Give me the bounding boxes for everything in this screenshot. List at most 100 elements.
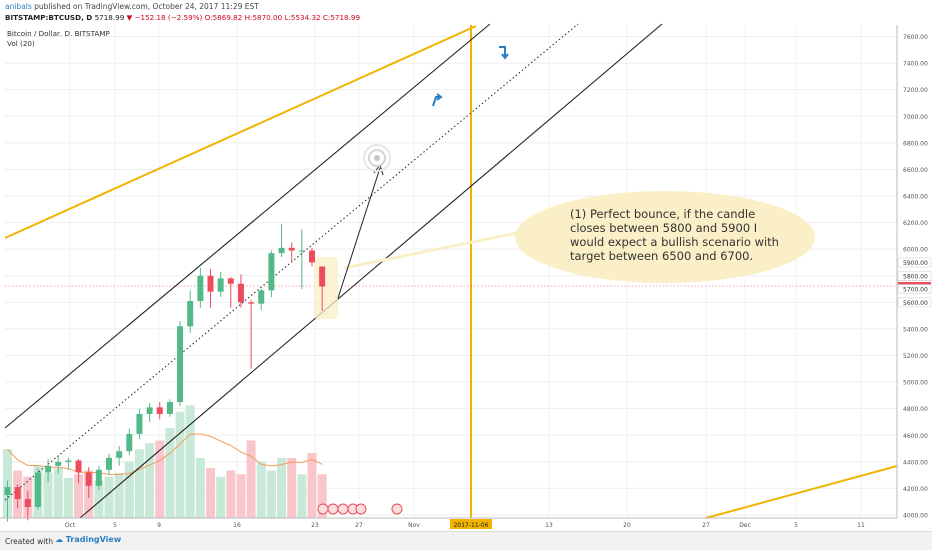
- volume-ma-line: [7, 433, 323, 475]
- volume-bar: [63, 478, 73, 518]
- candle-body[interactable]: [156, 407, 163, 414]
- price-label-bg: [897, 257, 932, 268]
- volume-bar: [226, 470, 236, 518]
- price-label: 5900.00: [903, 260, 928, 267]
- candle-body[interactable]: [116, 451, 123, 458]
- candle-body[interactable]: [75, 460, 82, 473]
- volume-bar: [175, 411, 185, 518]
- candle-body[interactable]: [65, 460, 72, 462]
- footer-bar: Created with ☁ TradingView: [0, 531, 932, 550]
- candle-body[interactable]: [166, 402, 173, 414]
- volume-bar: [185, 405, 195, 518]
- y-tick-label: 7600.00: [903, 34, 928, 41]
- tradingview-logo[interactable]: ☁ TradingView: [55, 535, 121, 544]
- grid: [5, 25, 897, 518]
- event-marker[interactable]: [337, 503, 349, 515]
- volume-bar: [277, 458, 287, 518]
- volume-bar: [94, 480, 104, 518]
- candle-body[interactable]: [288, 247, 295, 251]
- y-tick-label: 6400.00: [903, 194, 928, 201]
- volume-bar: [155, 440, 165, 518]
- candle-body[interactable]: [34, 472, 41, 508]
- annotation-callout[interactable]: [515, 191, 815, 283]
- candle-body[interactable]: [207, 275, 214, 292]
- price-axis[interactable]: 7600.00 7400.00 7200.00 7000.00 6800.00 6600.…: [896, 25, 932, 520]
- y-tick-label: 6800.00: [903, 140, 928, 147]
- volume-bar: [195, 458, 205, 518]
- candle-body[interactable]: [258, 290, 265, 304]
- candle-body[interactable]: [106, 457, 112, 470]
- channel-lower-line[interactable]: [79, 23, 663, 519]
- down-arrow-icon: ▼: [126, 13, 133, 22]
- x-tick-label: 16: [233, 522, 241, 529]
- series-title[interactable]: Bitcoin / Dollar, D, BITSTAMP: [7, 29, 110, 38]
- volume-bar: [43, 473, 53, 518]
- candle-body[interactable]: [14, 487, 21, 500]
- price-label-bg: [897, 284, 932, 294]
- candle-body[interactable]: [298, 250, 305, 252]
- candle-body[interactable]: [217, 278, 224, 292]
- publish-info: published on TradingView.com, October 24…: [34, 2, 259, 11]
- candle-body[interactable]: [268, 253, 275, 291]
- candle-body[interactable]: [177, 326, 184, 403]
- candle-body[interactable]: [4, 487, 11, 496]
- candle-body[interactable]: [45, 465, 52, 473]
- symbol-name[interactable]: BITSTAMP:BTCUSD, D: [5, 13, 93, 22]
- candle-body[interactable]: [24, 499, 31, 508]
- y-tick-label: 4400.00: [903, 459, 928, 466]
- candle-body[interactable]: [319, 266, 326, 287]
- candle-body[interactable]: [85, 472, 92, 486]
- gold-trendline-upper[interactable]: [4, 25, 477, 239]
- volume-bar: [287, 458, 297, 518]
- volume-bar: [134, 449, 144, 518]
- gold-trendline-lower[interactable]: [705, 465, 898, 519]
- price-chart[interactable]: (1) Perfect bounce, if the candle closes…: [0, 0, 932, 531]
- created-with-label: Created with: [5, 537, 53, 546]
- volume-bar: [317, 474, 327, 518]
- volume-bar: [266, 470, 276, 518]
- volume-bar: [124, 461, 134, 518]
- candle-body[interactable]: [146, 407, 153, 414]
- candle-body[interactable]: [237, 283, 244, 303]
- x-tick-label: Oct: [65, 522, 76, 529]
- projection-arrow[interactable]: [337, 167, 381, 299]
- bounce-highlight-box[interactable]: [314, 257, 338, 319]
- volume-bar: [53, 468, 63, 518]
- channel-upper-line[interactable]: [4, 23, 491, 429]
- ohlc-values: O:5869.82 H:5870.00 L:5534.32 C:5718.99: [204, 13, 361, 22]
- event-marker[interactable]: [355, 503, 367, 515]
- volume-indicator-label[interactable]: Vol (20): [7, 39, 35, 48]
- candle-body[interactable]: [136, 413, 143, 434]
- candle-body[interactable]: [95, 469, 102, 486]
- candle-body[interactable]: [55, 461, 62, 466]
- author-link[interactable]: anibals: [5, 2, 32, 11]
- candle-body[interactable]: [227, 278, 234, 284]
- price-label-bg: [897, 297, 932, 308]
- x-tick-label: Nov: [408, 522, 420, 529]
- candle-body[interactable]: [126, 433, 133, 452]
- x-tick-label: Dec: [739, 522, 751, 529]
- cloud-icon: ☁: [55, 535, 63, 544]
- volume-bar: [104, 476, 114, 518]
- candle-body[interactable]: [278, 247, 285, 254]
- price-change: −152.18 (−2.59%): [134, 13, 203, 22]
- candle-body[interactable]: [309, 250, 315, 263]
- time-axis[interactable]: Oct 5 9 16 23 27 Nov 2017-11-06 13 20 27 Dec 5 11: [0, 517, 897, 529]
- candle-body[interactable]: [248, 302, 255, 304]
- x-tick-label: 9: [157, 522, 161, 529]
- volume-bar: [256, 461, 266, 518]
- price-label: 5700.00: [903, 287, 928, 294]
- event-marker[interactable]: [327, 503, 339, 515]
- overlays: (1) Perfect bounce, if the candle closes…: [317, 46, 815, 515]
- publish-header: anibals published on TradingView.com, Oc…: [5, 2, 259, 11]
- y-tick-label: 7000.00: [903, 114, 928, 121]
- last-price: 5718.99: [94, 13, 125, 22]
- candle-body[interactable]: [187, 301, 194, 327]
- candle-body[interactable]: [197, 275, 204, 302]
- event-marker[interactable]: [317, 503, 329, 515]
- event-marker[interactable]: [391, 503, 403, 515]
- annotation-line-2: closes between 5800 and 5900 I: [570, 221, 757, 235]
- y-tick-label: 4200.00: [903, 486, 928, 493]
- y-tick-label: 6600.00: [903, 167, 928, 174]
- volume-bar: [114, 473, 124, 518]
